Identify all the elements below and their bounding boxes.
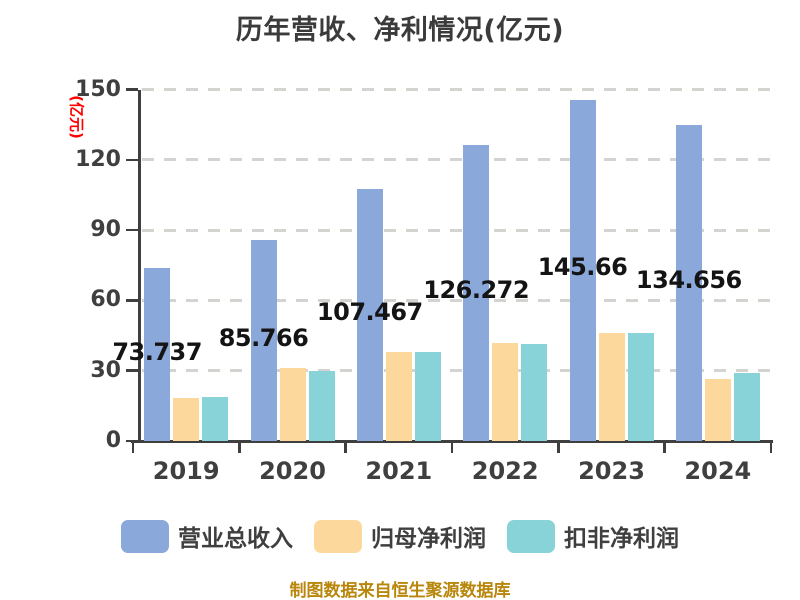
legend-item-net-profit: 归母净利润	[314, 519, 486, 553]
x-tick-label-2024: 2024	[684, 457, 752, 485]
footer-caption: 制图数据来自恒生聚源数据库	[289, 581, 511, 600]
gridline-60	[142, 298, 771, 302]
bar-deducted-net-profit-2022	[521, 343, 548, 441]
x-tick-mark-2	[344, 442, 347, 453]
y-tick-label-30: 30	[90, 357, 121, 383]
legend-item-revenue: 营业总收入	[121, 519, 293, 553]
bar-deducted-net-profit-2019	[202, 396, 229, 441]
legend-item-deducted-net-profit: 扣非净利润	[507, 519, 679, 553]
legend-label-revenue: 营业总收入	[178, 526, 293, 552]
bar-revenue-2020	[250, 240, 277, 441]
bar-revenue-2019	[144, 268, 171, 441]
x-tick-mark-6	[769, 442, 773, 453]
y-axis-line	[138, 89, 141, 443]
legend-label-deducted-net-profit: 扣非净利润	[564, 526, 679, 552]
bar-revenue-2024	[675, 125, 702, 441]
y-tick-label-90: 90	[90, 217, 121, 243]
value-label-2022: 126.272	[423, 276, 530, 305]
legend-label-net-profit: 归母净利润	[371, 526, 486, 552]
bar-net-profit-2021	[385, 351, 412, 441]
y-tick-label-60: 60	[90, 287, 121, 313]
value-label-2023: 145.66	[537, 253, 628, 282]
gridline-120	[142, 158, 771, 162]
gridline-90	[142, 228, 771, 232]
x-tick-label-2021: 2021	[365, 457, 433, 485]
y-tick-mark-90	[126, 228, 138, 232]
value-label-2020: 85.766	[218, 323, 309, 352]
legend: 营业总收入 归母净利润 扣非净利润	[0, 519, 800, 553]
x-tick-mark-4	[557, 442, 560, 453]
gridline-150	[142, 88, 771, 91]
x-tick-label-2022: 2022	[471, 457, 539, 485]
bar-net-profit-2024	[704, 378, 731, 441]
x-tick-mark-0	[131, 442, 135, 453]
bar-net-profit-2019	[173, 397, 200, 441]
bar-net-profit-2020	[279, 367, 306, 441]
y-tick-mark-60	[126, 299, 138, 302]
bar-net-profit-2022	[492, 343, 519, 441]
bar-deducted-net-profit-2020	[308, 370, 335, 441]
x-tick-mark-1	[238, 442, 241, 453]
x-tick-label-2020: 2020	[259, 457, 326, 485]
bar-deducted-net-profit-2021	[414, 351, 441, 441]
value-label-2024: 134.656	[635, 266, 742, 295]
bar-deducted-net-profit-2024	[733, 373, 760, 441]
value-label-2019: 73.737	[112, 337, 202, 366]
legend-swatch-deducted-net-profit	[507, 519, 555, 553]
y-tick-mark-120	[126, 158, 138, 162]
legend-swatch-net-profit	[314, 519, 362, 553]
bar-revenue-2022	[463, 145, 490, 441]
x-axis-line	[131, 439, 773, 443]
y-tick-label-150: 150	[75, 76, 121, 102]
value-label-2021: 107.467	[316, 298, 423, 327]
gridline-30	[142, 369, 771, 373]
bar-deducted-net-profit-2023	[627, 332, 654, 441]
bar-revenue-2021	[356, 189, 383, 441]
y-tick-mark-150	[126, 88, 138, 91]
x-tick-label-2023: 2023	[578, 457, 645, 485]
x-tick-mark-3	[450, 442, 454, 453]
y-tick-label-120: 120	[75, 146, 121, 172]
x-tick-label-2019: 2019	[152, 457, 220, 485]
y-tick-mark-30	[126, 369, 138, 372]
y-tick-label-0: 0	[105, 428, 121, 453]
chart-title: 历年营收、净利情况(亿元)	[235, 15, 565, 46]
x-tick-mark-5	[663, 442, 666, 453]
legend-swatch-revenue	[121, 519, 169, 553]
bar-net-profit-2023	[598, 332, 625, 441]
bar-revenue-2023	[569, 99, 596, 441]
